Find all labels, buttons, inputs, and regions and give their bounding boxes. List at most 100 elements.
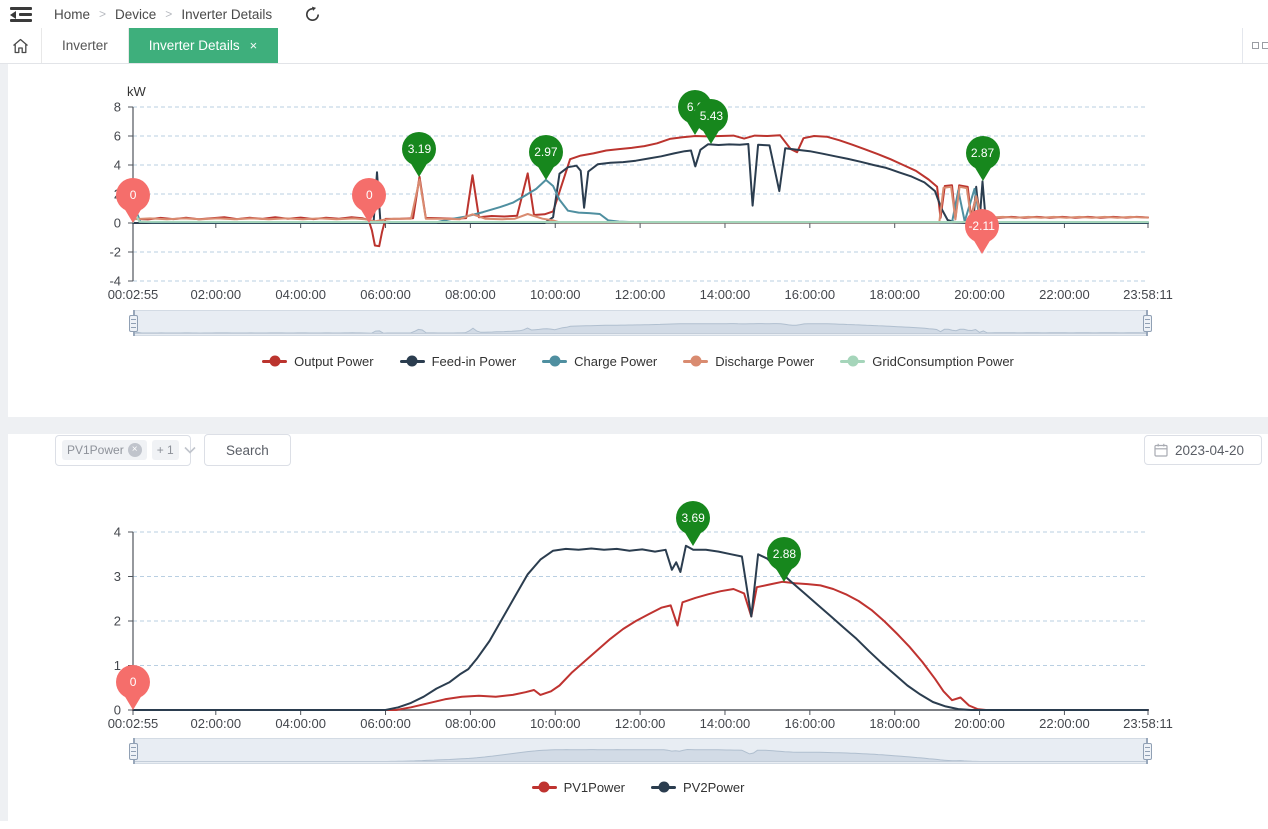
remove-tag-icon[interactable]: ×: [127, 443, 142, 457]
legend-item-output-power[interactable]: Output Power: [262, 354, 374, 369]
marker-pin: 0: [352, 178, 387, 223]
legend-label: Feed-in Power: [431, 353, 517, 369]
tab-options-icon[interactable]: [1242, 28, 1268, 63]
search-button[interactable]: Search: [204, 434, 291, 466]
svg-text:23:58:11: 23:58:11: [1123, 287, 1173, 302]
datazoom-right-handle[interactable]: [1143, 743, 1152, 760]
content-area: kW 86420-2-400:02:5502:00:0004:00:0006:0…: [0, 64, 1268, 829]
marker-value: 2.88: [767, 536, 802, 571]
home-tab[interactable]: [0, 28, 42, 63]
pv-chart-datazoom-slider[interactable]: [129, 738, 1152, 764]
legend-item-discharge-power[interactable]: Discharge Power: [683, 354, 814, 369]
breadcrumb: Home > Device > Inverter Details: [54, 7, 272, 22]
svg-text:04:00:00: 04:00:00: [275, 287, 326, 302]
svg-text:6: 6: [114, 129, 121, 144]
legend-symbol: [542, 355, 568, 367]
legend-item-pv2power[interactable]: PV2Power: [651, 780, 744, 795]
svg-text:06:00:00: 06:00:00: [360, 287, 411, 302]
svg-text:18:00:00: 18:00:00: [869, 716, 920, 731]
legend-item-charge-power[interactable]: Charge Power: [542, 354, 657, 369]
marker-value: 0: [116, 665, 151, 699]
breadcrumb-separator: >: [165, 7, 173, 21]
svg-text:10:00:00: 10:00:00: [530, 287, 581, 302]
marker-pin: 0: [116, 178, 151, 223]
legend-symbol: [651, 781, 676, 793]
svg-text:16:00:00: 16:00:00: [785, 716, 836, 731]
svg-text:-2: -2: [109, 245, 121, 260]
svg-text:08:00:00: 08:00:00: [445, 716, 496, 731]
svg-text:16:00:00: 16:00:00: [785, 287, 836, 302]
calendar-icon: [1154, 443, 1168, 457]
legend-label: Output Power: [294, 353, 374, 369]
chevron-down-icon: [184, 446, 196, 454]
marker-value: 3.19: [402, 131, 437, 166]
datazoom-left-handle[interactable]: [129, 315, 138, 332]
legend-symbol: [399, 355, 425, 367]
power-chart[interactable]: 86420-2-400:02:5502:00:0004:00:0006:00:0…: [8, 90, 1268, 310]
legend-item-gridconsumption-power[interactable]: GridConsumption Power: [840, 354, 1014, 369]
breadcrumb-inverter-details[interactable]: Inverter Details: [181, 6, 273, 22]
svg-text:10:00:00: 10:00:00: [530, 716, 581, 731]
more-tags-badge: + 1: [151, 440, 179, 460]
pv-chart-legend: PV1Power PV2Power: [8, 776, 1268, 798]
svg-text:14:00:00: 14:00:00: [700, 287, 751, 302]
svg-text:22:00:00: 22:00:00: [1039, 287, 1090, 302]
marker-value: 2.87: [965, 136, 1000, 171]
tab-inverter[interactable]: Inverter: [42, 28, 129, 63]
svg-text:04:00:00: 04:00:00: [275, 716, 326, 731]
marker-pin: 2.88: [767, 536, 802, 582]
svg-text:23:58:11: 23:58:11: [1123, 716, 1173, 731]
legend-label: Discharge Power: [715, 353, 815, 369]
svg-text:06:00:00: 06:00:00: [360, 716, 411, 731]
marker-value: -2.11: [964, 208, 999, 243]
breadcrumb-home[interactable]: Home: [54, 6, 91, 22]
marker-value: 0: [116, 178, 151, 212]
legend-item-pv1power[interactable]: PV1Power: [531, 780, 625, 795]
svg-text:02:00:00: 02:00:00: [190, 716, 241, 731]
date-value: 2023-04-20: [1175, 442, 1245, 458]
tab-inverter-details[interactable]: Inverter Details ×: [128, 28, 279, 63]
legend-label: Charge Power: [574, 353, 658, 369]
power-chart-datazoom-slider[interactable]: [129, 310, 1152, 336]
legend-item-feed-in-power[interactable]: Feed-in Power: [399, 353, 517, 369]
svg-text:00:02:55: 00:02:55: [108, 287, 159, 302]
pv-chart[interactable]: 4 3 2 1 0 00:02:55 02:00:00 04:00:00 06:00:00 08:…: [8, 500, 1268, 738]
marker-value: 3.69: [676, 500, 711, 535]
legend-symbol: [262, 355, 288, 367]
datazoom-left-handle[interactable]: [129, 743, 138, 760]
tab-label: Inverter: [62, 38, 108, 53]
marker-value: 2.97: [528, 134, 563, 169]
marker-pin: 2.97: [528, 134, 563, 180]
svg-text:3: 3: [114, 569, 121, 584]
svg-text:0: 0: [114, 216, 121, 231]
svg-text:02:00:00: 02:00:00: [190, 287, 241, 302]
svg-text:00:02:55: 00:02:55: [108, 716, 159, 731]
svg-text:20:00:00: 20:00:00: [954, 287, 1005, 302]
marker-pin: 3.69: [676, 500, 711, 546]
series-multiselect[interactable]: PV1Power × + 1: [55, 434, 196, 466]
date-picker[interactable]: 2023-04-20: [1144, 435, 1262, 465]
marker-value: 0: [352, 178, 387, 212]
close-tab-icon[interactable]: ×: [249, 38, 258, 53]
marker-pin: 5.43: [694, 99, 729, 144]
svg-text:-4: -4: [109, 274, 121, 289]
sidebar-collapse-icon[interactable]: [10, 7, 32, 23]
datazoom-right-handle[interactable]: [1143, 315, 1152, 332]
top-bar: Home > Device > Inverter Details: [0, 0, 1268, 28]
pv-chart-panel: PV1Power × + 1 Search 2023-04-20: [8, 434, 1268, 829]
svg-text:12:00:00: 12:00:00: [615, 287, 666, 302]
legend-symbol: [840, 355, 866, 367]
marker-pin: 2.87: [965, 136, 1000, 181]
breadcrumb-device[interactable]: Device: [115, 6, 157, 22]
svg-text:08:00:00: 08:00:00: [445, 287, 496, 302]
y-axis-unit-label: kW: [127, 84, 146, 99]
home-icon: [13, 38, 28, 53]
selected-tag-pv1power[interactable]: PV1Power ×: [62, 440, 147, 460]
svg-text:18:00:00: 18:00:00: [869, 287, 920, 302]
panel-divider: [8, 417, 1268, 426]
refresh-icon[interactable]: [304, 6, 321, 23]
svg-text:12:00:00: 12:00:00: [615, 716, 666, 731]
marker-pin: 3.19: [402, 131, 437, 177]
marker-pin: 0: [116, 665, 151, 710]
tab-bar: Inverter Inverter Details ×: [0, 28, 1268, 64]
